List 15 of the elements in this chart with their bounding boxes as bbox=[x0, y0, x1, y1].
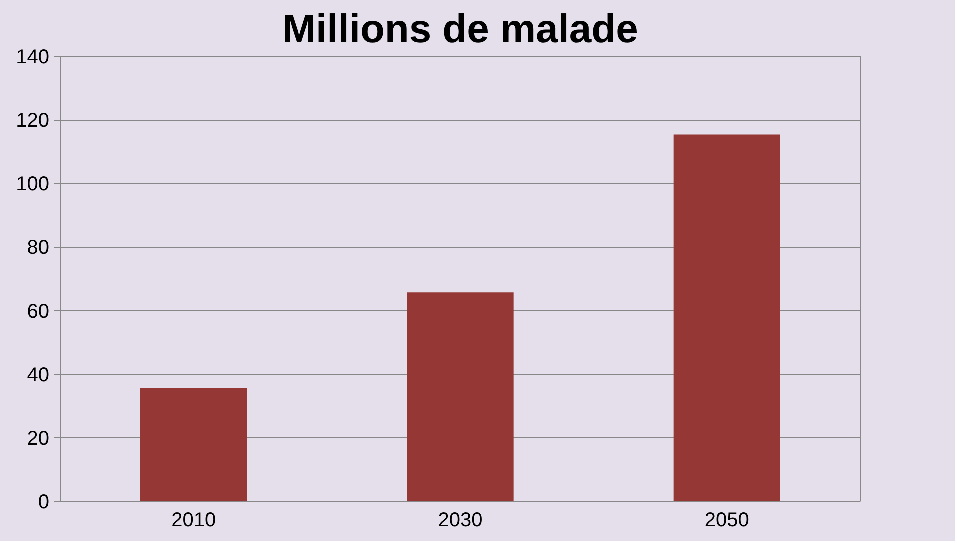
y-tick-label: 40 bbox=[27, 364, 50, 386]
x-tick-label: 2050 bbox=[704, 510, 750, 532]
y-tick-label: 120 bbox=[16, 110, 50, 132]
x-tick-label: 2030 bbox=[438, 510, 483, 532]
y-tick-label: 60 bbox=[27, 300, 50, 323]
y-tick-label: 100 bbox=[16, 174, 50, 196]
y-tick-label: 0 bbox=[38, 492, 50, 514]
y-tick-label: 80 bbox=[27, 237, 50, 260]
x-tick-label: 2010 bbox=[172, 510, 216, 532]
chart-title: Millions de malade bbox=[282, 8, 638, 52]
bar bbox=[674, 134, 780, 502]
y-tick-label: 20 bbox=[27, 428, 50, 450]
y-tick-label: 140 bbox=[16, 46, 50, 68]
bar bbox=[407, 292, 514, 502]
bar bbox=[140, 388, 248, 502]
